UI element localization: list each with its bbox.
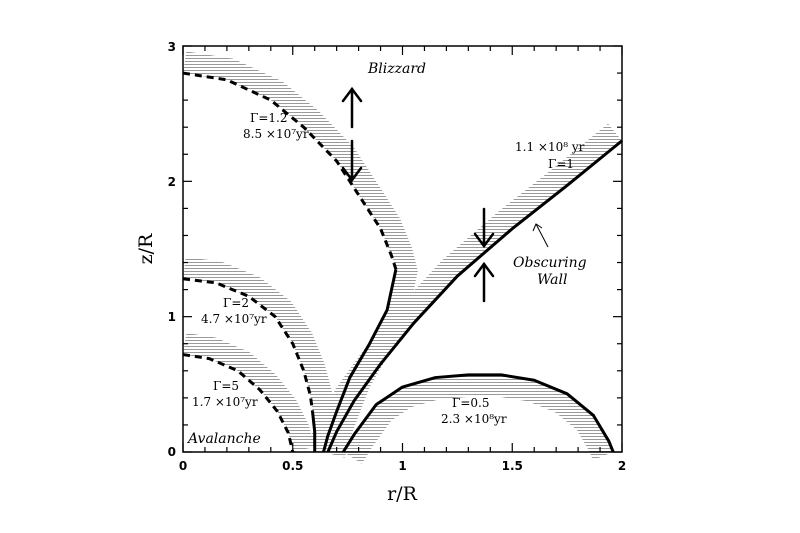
arrow-wall-up	[473, 261, 495, 303]
curve-series-1-dashed	[182, 277, 314, 412]
curves	[182, 71, 623, 453]
tick-label-y-0: 0	[168, 445, 176, 459]
curve-series-0-solid	[322, 268, 398, 453]
label-time-gamma-1-2: 8.5 ×10⁷yr	[243, 127, 309, 141]
curve-series-2	[182, 353, 295, 453]
label-gamma-2: Γ=2	[223, 296, 249, 310]
arrow-blizzard-down	[341, 139, 363, 183]
tick-label-x-05: 0.5	[282, 459, 303, 473]
tick-label-x-2: 2	[618, 459, 626, 473]
tick-label-y-2: 2	[168, 175, 176, 189]
label-time-gamma-2: 4.7 ×10⁷yr	[201, 312, 267, 326]
label-time-gamma-0-5: 2.3 ×10⁸yr	[441, 412, 507, 426]
label-wall: Wall	[537, 272, 567, 288]
band-series-2	[183, 332, 315, 452]
x-axis-label: r/R	[387, 483, 417, 505]
curve-series-3	[326, 139, 623, 453]
label-avalanche: Avalanche	[186, 431, 261, 447]
label-gamma-1: Γ=1	[548, 157, 574, 171]
tick-label-y-3: 3	[168, 40, 176, 54]
tick-label-y-1: 1	[168, 310, 176, 324]
pointer-arrow-obscuring-wall	[532, 223, 549, 248]
y-axis-label: z/R	[135, 233, 157, 264]
tick-label-x-0: 0	[179, 459, 187, 473]
label-obscuring: Obscuring	[513, 255, 587, 271]
curve-series-1-solid	[311, 411, 317, 452]
label-time-gamma-5: 1.7 ×10⁷yr	[192, 395, 258, 409]
label-gamma-5: Γ=5	[213, 379, 239, 393]
axis-ticks	[182, 45, 623, 453]
tick-label-x-15: 1.5	[502, 459, 523, 473]
label-gamma-1-2: Γ=1.2	[250, 111, 287, 125]
band-series-3	[307, 123, 622, 452]
label-gamma-0-5: Γ=0.5	[452, 396, 489, 410]
curve-series-4	[341, 373, 615, 453]
hatched-bands	[183, 51, 622, 464]
tick-label-x-1: 1	[398, 459, 406, 473]
curve-series-0-dashed	[182, 71, 398, 270]
label-blizzard: Blizzard	[367, 61, 426, 77]
arrow-blizzard-up	[341, 86, 363, 129]
arrow-wall-down	[473, 207, 495, 249]
band-series-4	[343, 374, 614, 464]
label-time-gamma-1: 1.1 ×10⁸ yr	[515, 140, 585, 154]
